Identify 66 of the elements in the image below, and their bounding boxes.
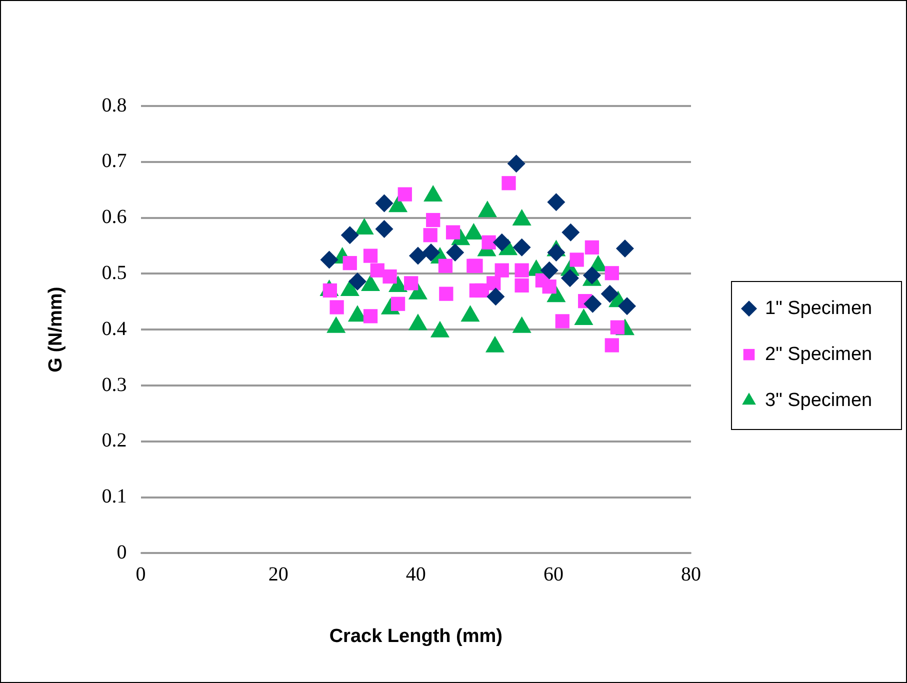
- point: [330, 300, 344, 314]
- legend-label: 1" Specimen: [765, 298, 872, 319]
- point: [375, 220, 394, 238]
- point: [570, 252, 584, 267]
- point: [446, 243, 464, 262]
- point: [492, 233, 511, 252]
- y-tick-label: 0.7: [102, 150, 127, 172]
- point: [320, 250, 338, 269]
- legend-label: 2" Specimen: [765, 344, 872, 365]
- point: [370, 263, 384, 278]
- point: [512, 238, 531, 256]
- x-tick-label: 20: [268, 563, 288, 586]
- point: [348, 272, 366, 291]
- point: [382, 269, 397, 284]
- y-tick-label: 0: [116, 541, 127, 564]
- point: [604, 266, 619, 280]
- point: [494, 263, 509, 278]
- y-tick-label: 0.3: [102, 374, 127, 396]
- point: [562, 223, 580, 242]
- x-tick-label: 80: [681, 563, 701, 586]
- point: [514, 278, 529, 293]
- point: [422, 243, 440, 262]
- point: [423, 228, 438, 242]
- point: [547, 243, 566, 262]
- point: [439, 286, 454, 301]
- point: [540, 261, 558, 280]
- point: [486, 276, 501, 290]
- point: [514, 263, 529, 278]
- point: [438, 258, 453, 273]
- point: [446, 225, 460, 240]
- point: [340, 226, 359, 244]
- point: [555, 314, 570, 328]
- point: [616, 240, 634, 258]
- x-tick-label: 40: [406, 563, 426, 586]
- y-tick-label: 0.4: [102, 318, 127, 340]
- point: [482, 235, 496, 250]
- point: [600, 284, 619, 303]
- point: [486, 288, 505, 306]
- point: [582, 266, 601, 284]
- y-tick-label: 0.1: [102, 486, 127, 508]
- y-tick-label: 0.2: [102, 430, 127, 452]
- point: [604, 338, 619, 352]
- point: [584, 240, 600, 254]
- y-tick-label: 0.8: [102, 94, 127, 116]
- point: [408, 246, 427, 265]
- y-tick-label: 0.6: [102, 206, 127, 228]
- point: [363, 248, 378, 263]
- legend-label: 3" Specimen: [765, 390, 872, 411]
- point: [398, 187, 412, 202]
- point: [547, 193, 566, 212]
- y-tick-label: 0.5: [102, 262, 127, 284]
- point: [560, 269, 579, 288]
- x-axis-title: Crack Length (mm): [329, 626, 502, 647]
- point: [502, 176, 516, 190]
- point: [342, 256, 357, 270]
- y-axis-title: G (N/mm): [46, 286, 67, 372]
- point: [404, 276, 418, 290]
- point: [618, 297, 636, 316]
- point: [375, 194, 394, 212]
- point: [363, 309, 378, 324]
- point: [426, 212, 440, 228]
- x-tick-label: 0: [136, 563, 146, 586]
- point: [507, 154, 526, 173]
- x-tick-label: 60: [543, 563, 564, 586]
- point: [610, 320, 624, 334]
- point: [584, 294, 602, 313]
